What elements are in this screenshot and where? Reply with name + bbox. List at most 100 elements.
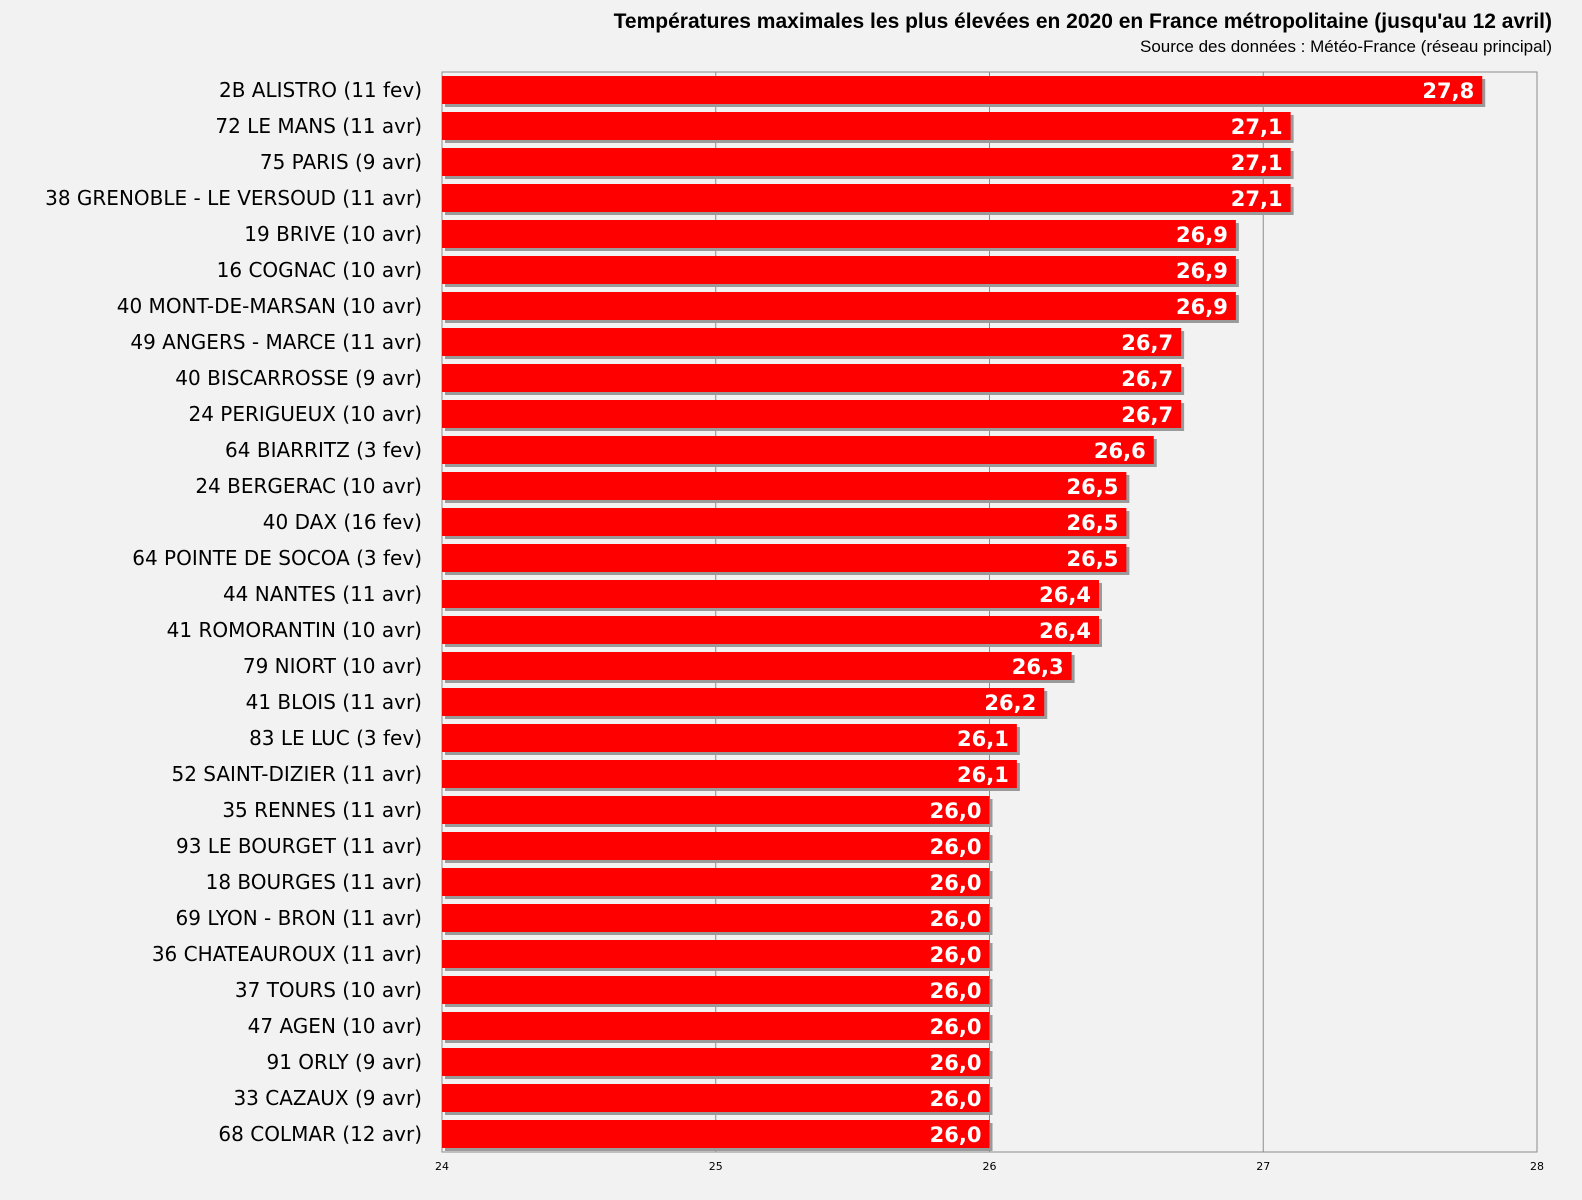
x-tick-label: 25 — [709, 1160, 723, 1173]
bar — [442, 976, 990, 1004]
bar — [442, 1012, 990, 1040]
data-label: 26,6 — [1094, 439, 1146, 463]
grid-lines — [441, 71, 1538, 1153]
category-label: 19 BRIVE (10 avr) — [244, 222, 422, 246]
data-label: 27,1 — [1231, 151, 1283, 175]
data-label: 26,0 — [930, 1015, 982, 1039]
category-label: 41 BLOIS (11 avr) — [246, 690, 422, 714]
bar — [442, 796, 990, 824]
category-label: 41 ROMORANTIN (10 avr) — [167, 618, 422, 642]
data-label: 26,0 — [930, 1051, 982, 1075]
category-label: 40 BISCARROSSE (9 avr) — [175, 366, 422, 390]
data-label: 26,4 — [1039, 619, 1091, 643]
bar — [442, 400, 1182, 428]
bar — [442, 904, 990, 932]
category-label: 91 ORLY (9 avr) — [266, 1050, 422, 1074]
data-label: 26,3 — [1012, 655, 1064, 679]
bar — [442, 616, 1099, 644]
category-label: 64 POINTE DE SOCOA (3 fev) — [132, 546, 422, 570]
bar — [442, 652, 1072, 680]
category-label: 49 ANGERS - MARCE (11 avr) — [130, 330, 422, 354]
bar — [442, 868, 990, 896]
data-label: 26,0 — [930, 799, 982, 823]
data-label: 26,5 — [1067, 475, 1119, 499]
plot-frame — [441, 71, 1538, 1153]
bar — [442, 1084, 990, 1112]
category-label: 24 BERGERAC (10 avr) — [195, 474, 422, 498]
chart-title: Températures maximales les plus élevées … — [613, 10, 1552, 33]
data-label: 26,7 — [1121, 403, 1173, 427]
data-label: 26,5 — [1067, 547, 1119, 571]
data-label: 27,1 — [1231, 187, 1283, 211]
category-label: 36 CHATEAUROUX (11 avr) — [152, 942, 422, 966]
data-label: 26,0 — [930, 907, 982, 931]
bar — [442, 76, 1483, 104]
category-label: 47 AGEN (10 avr) — [248, 1014, 422, 1038]
data-label: 26,4 — [1039, 583, 1091, 607]
category-label: 52 SAINT-DIZIER (11 avr) — [171, 762, 422, 786]
category-label: 24 PERIGUEUX (10 avr) — [189, 402, 423, 426]
bars — [442, 76, 1486, 1151]
category-labels: 2B ALISTRO (11 fev) 72 LE MANS (11 avr) 75… — [45, 78, 422, 1146]
bar — [442, 148, 1291, 176]
category-label: 33 CAZAUX (9 avr) — [233, 1086, 422, 1110]
data-label: 26,7 — [1121, 367, 1173, 391]
data-label: 26,0 — [930, 835, 982, 859]
bar — [442, 1048, 990, 1076]
data-label: 26,0 — [930, 1087, 982, 1111]
bar — [442, 292, 1236, 320]
category-label: 83 LE LUC (3 fev) — [249, 726, 422, 750]
bar — [442, 328, 1182, 356]
x-axis-ticks: 24 25 26 27 28 — [435, 1160, 1544, 1173]
bar — [442, 544, 1127, 572]
bar — [442, 184, 1291, 212]
data-label: 26,0 — [930, 1123, 982, 1147]
category-label: 38 GRENOBLE - LE VERSOUD (11 avr) — [45, 186, 422, 210]
category-label: 18 BOURGES (11 avr) — [206, 870, 422, 894]
bar — [442, 688, 1045, 716]
bar — [442, 508, 1127, 536]
category-label: 16 COGNAC (10 avr) — [217, 258, 422, 282]
x-tick-label: 27 — [1256, 1160, 1270, 1173]
category-label: 68 COLMAR (12 avr) — [218, 1122, 422, 1146]
data-label: 27,1 — [1231, 115, 1283, 139]
data-label: 26,7 — [1121, 331, 1173, 355]
bar — [442, 364, 1182, 392]
value-labels: 27,827,127,127,126,926,926,926,726,726,7… — [930, 79, 1475, 1147]
category-label: 75 PARIS (9 avr) — [260, 150, 422, 174]
data-label: 26,0 — [930, 979, 982, 1003]
x-tick-label: 24 — [435, 1160, 449, 1173]
category-label: 40 MONT-DE-MARSAN (10 avr) — [117, 294, 422, 318]
data-label: 26,0 — [930, 871, 982, 895]
bar — [442, 724, 1017, 752]
data-label: 26,9 — [1176, 295, 1228, 319]
data-label: 26,1 — [957, 763, 1009, 787]
bar — [442, 256, 1236, 284]
category-label: 44 NANTES (11 avr) — [223, 582, 422, 606]
bar — [442, 472, 1127, 500]
data-label: 26,1 — [957, 727, 1009, 751]
bar — [442, 220, 1236, 248]
category-label: 2B ALISTRO (11 fev) — [219, 78, 422, 102]
data-label: 26,9 — [1176, 223, 1228, 247]
bar — [442, 436, 1154, 464]
x-tick-label: 26 — [983, 1160, 997, 1173]
category-label: 69 LYON - BRON (11 avr) — [176, 906, 422, 930]
x-tick-label: 28 — [1530, 1160, 1544, 1173]
data-label: 26,9 — [1176, 259, 1228, 283]
category-label: 64 BIARRITZ (3 fev) — [225, 438, 422, 462]
category-label: 40 DAX (16 fev) — [263, 510, 422, 534]
bar — [442, 1120, 990, 1148]
bar — [442, 112, 1291, 140]
bar — [442, 580, 1099, 608]
data-label: 26,0 — [930, 943, 982, 967]
category-label: 93 LE BOURGET (11 avr) — [176, 834, 422, 858]
category-label: 72 LE MANS (11 avr) — [215, 114, 422, 138]
bar — [442, 940, 990, 968]
data-label: 26,2 — [984, 691, 1036, 715]
bar — [442, 832, 990, 860]
bar — [442, 760, 1017, 788]
category-label: 35 RENNES (11 avr) — [222, 798, 422, 822]
